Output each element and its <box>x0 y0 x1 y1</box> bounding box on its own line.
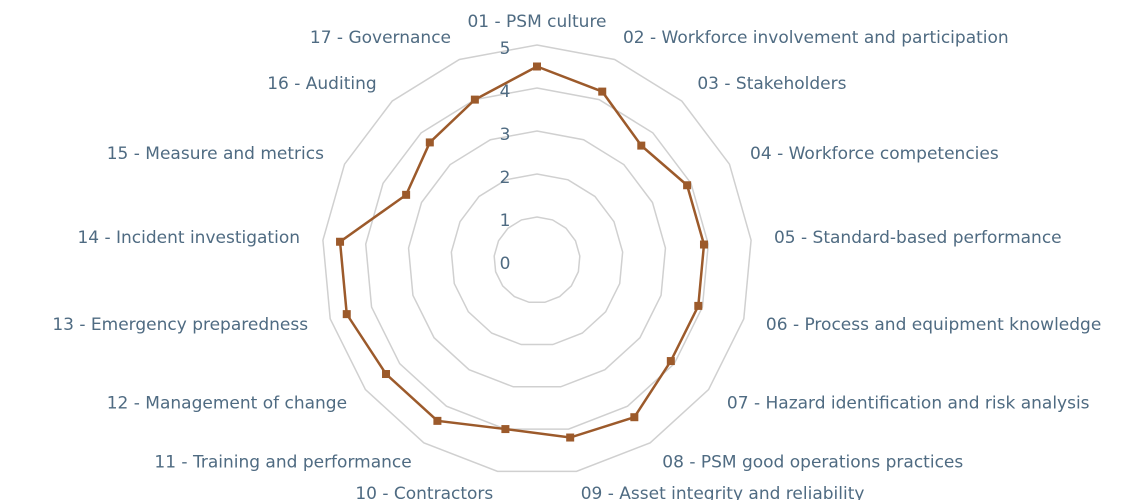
category-label: 03 - Stakeholders <box>697 74 846 94</box>
category-label: 12 - Management of change <box>107 393 347 413</box>
marker <box>694 301 703 310</box>
grid-ring <box>364 87 710 430</box>
category-label: 15 - Measure and metrics <box>107 144 324 164</box>
category-label: 06 - Process and equipment knowledge <box>766 315 1101 335</box>
marker <box>683 181 692 190</box>
category-label: 05 - Standard-based performance <box>774 228 1062 248</box>
marker <box>533 62 541 71</box>
category-label: 07 - Hazard identification and risk anal… <box>727 393 1090 413</box>
grid-ring <box>322 44 752 473</box>
r-tick-label: 2 <box>500 168 511 188</box>
marker <box>699 240 708 249</box>
r-tick-label: 1 <box>500 211 511 231</box>
category-label: 14 - Incident investigation <box>77 228 300 248</box>
category-label: 02 - Workforce involvement and participa… <box>623 28 1009 48</box>
category-label: 08 - PSM good operations practices <box>662 452 963 472</box>
category-label: 13 - Emergency preparedness <box>52 315 308 335</box>
category-label: 09 - Asset integrity and reliability <box>581 484 865 500</box>
r-tick-label: 5 <box>500 39 511 59</box>
marker <box>336 237 345 246</box>
marker <box>666 357 675 366</box>
category-label: 11 - Training and performance <box>154 452 411 472</box>
marker <box>470 95 479 104</box>
grid-ring <box>493 216 581 304</box>
marker <box>598 87 607 96</box>
r-tick-label: 3 <box>500 125 511 145</box>
category-label: 16 - Auditing <box>267 74 376 94</box>
r-tick-label: 0 <box>500 254 511 274</box>
category-label: 01 - PSM culture <box>467 12 606 32</box>
marker <box>433 416 442 425</box>
grid-ring <box>407 130 667 388</box>
category-label: 04 - Workforce competencies <box>750 144 999 164</box>
grid-ring <box>450 173 624 346</box>
marker <box>566 433 575 442</box>
marker <box>382 370 391 379</box>
marker <box>630 413 639 422</box>
marker <box>637 141 646 150</box>
r-tick-label: 4 <box>500 82 511 102</box>
marker <box>402 190 411 199</box>
marker <box>342 310 351 319</box>
series-line <box>338 65 706 439</box>
marker <box>425 138 434 147</box>
marker <box>501 425 510 434</box>
category-label: 10 - Contractors <box>355 484 493 500</box>
category-label: 17 - Governance <box>310 28 451 48</box>
